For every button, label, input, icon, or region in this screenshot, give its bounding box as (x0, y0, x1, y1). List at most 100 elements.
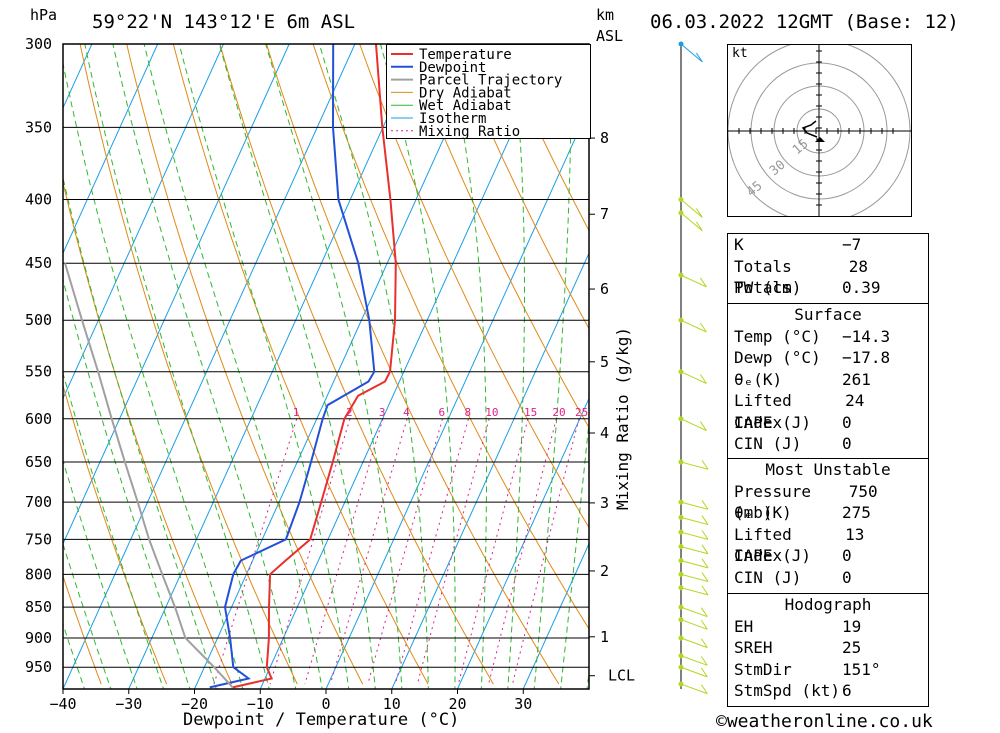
wind-barb (680, 515, 709, 526)
wet-adiabat-line (63, 61, 244, 689)
wind-barb (680, 655, 708, 666)
isotherm-line (63, 44, 224, 400)
pressure-tick-label: 900 (25, 629, 52, 647)
sfc-li-label: Lifted Index (734, 391, 792, 432)
wet-adiabat-line (84, 44, 270, 689)
wind-barb (680, 199, 703, 218)
pressure-tick-label: 750 (25, 530, 52, 548)
wet-adiabat-line (63, 371, 165, 689)
wind-barb (680, 212, 703, 232)
sfc-dewp-label: Dewp (°C) (734, 348, 821, 367)
sfc-li-value: 24 (845, 391, 865, 410)
pressure-tick-label: 950 (25, 658, 52, 676)
mu-pressure-value: 750 (848, 481, 878, 501)
wet-adiabat-line (218, 44, 376, 689)
mu-cin-value: 0 (842, 567, 852, 587)
isotherm-line (259, 44, 553, 689)
x-tick-label: 20 (448, 695, 466, 713)
dry-adiabat-line (405, 44, 589, 429)
legend-label: Dry Adiabat (419, 85, 512, 101)
mu-theta-label: θₑ (K) (734, 503, 792, 522)
sfc-temp-value: −14.3 (842, 326, 891, 346)
km-label: km (596, 6, 615, 24)
dry-adiabat-line (312, 44, 589, 630)
dry-adiabat-line (63, 180, 233, 685)
dry-adiabat-line (79, 44, 298, 685)
isotherm-line (63, 44, 356, 689)
legend-label: Dewpoint (419, 60, 486, 76)
mixing-ratio-line (512, 418, 580, 685)
legend-label: Mixing Ratio (419, 124, 520, 138)
wind-barb (680, 619, 708, 630)
wind-barb (680, 500, 709, 510)
mu-cin-label: CIN (J) (734, 567, 802, 587)
wind-barb (680, 572, 709, 583)
dry-adiabat-line (266, 44, 560, 685)
wet-adiabat-line (63, 622, 86, 689)
hodograph-unit: kt (732, 46, 748, 61)
dry-adiabat-line (172, 44, 429, 685)
wet-adiabat-line (586, 669, 589, 689)
stmdir-value: 151° (842, 659, 881, 679)
km-tick-label: 1 (600, 628, 609, 646)
wet-adiabat-line (112, 44, 297, 689)
index-table: K −7 Totals Totals 28 PW (cm) 0.39 (727, 233, 929, 305)
mixing-ratio-label: 8 (465, 406, 472, 419)
wind-barb (680, 459, 709, 470)
isotherm-line (391, 251, 589, 689)
hodograph-table: Hodograph EH 19 SREH 25 StmDir 151° StmSpd … (727, 593, 929, 707)
wet-adiabat-line (0, 0, 59, 692)
mu-cape-value: 0 (842, 546, 852, 565)
mixing-ratio-label: 20 (552, 406, 565, 419)
wind-barb (680, 637, 708, 649)
wet-adiabat-line (379, 44, 456, 689)
dry-adiabat-line (452, 44, 589, 330)
copyright-link[interactable]: ©weatheronline.co.uk (716, 711, 933, 732)
x-tick-label: 10 (383, 695, 401, 713)
mu-cape-label: CAPE (J) (734, 546, 812, 565)
pressure-tick-label: 550 (25, 363, 52, 381)
km-tick-label: 8 (600, 129, 609, 147)
pw-label: PW (cm) (734, 278, 802, 297)
mixing-ratio-line (269, 418, 351, 685)
wind-barb (680, 274, 707, 288)
hodograph-ring-label: 45 (744, 179, 766, 201)
wind-barb (680, 585, 709, 596)
asl-label: ASL (596, 27, 624, 45)
wet-adiabat-line (63, 175, 217, 689)
tt-label: Totals Totals (734, 256, 792, 298)
mixing-ratio-line (367, 418, 443, 685)
dry-adiabat-line (63, 383, 168, 685)
hodo-title: Hodograph (784, 595, 872, 614)
series-dewpoint (209, 44, 376, 689)
hodograph-ring-label: 15 (790, 137, 812, 159)
mixing-ratio-label: 25 (575, 406, 588, 419)
stmspd-label: StmSpd (kt) (734, 681, 840, 700)
x-axis-title: Dewpoint / Temperature (°C) (183, 710, 460, 730)
sfc-theta-value: 261 (842, 369, 871, 389)
stmspd-value: 6 (842, 681, 852, 700)
pw-row: PW (cm) 0.39 (728, 277, 928, 299)
sfc-temp-label: Temp (°C) (734, 326, 821, 346)
dry-adiabat-line (63, 574, 102, 685)
dry-adiabat-line (359, 44, 589, 529)
dry-adiabat-line (498, 44, 589, 232)
mu-pressure-label: Pressure (mb) (734, 481, 812, 523)
dry-adiabat-line (919, 44, 1000, 684)
surface-table: Surface Temp (°C) −14.3 Dewp (°C) −17.8 θₑ… (727, 303, 929, 460)
lcl-label: LCL (608, 667, 635, 685)
x-tick-label: 30 (514, 695, 532, 713)
pressure-tick-label: 850 (25, 598, 52, 616)
wind-barb (680, 319, 707, 333)
legend-label: Temperature (419, 47, 512, 63)
hpa-label: hPa (30, 6, 58, 24)
x-tick-label: −40 (49, 695, 76, 713)
x-tick-label: −20 (181, 695, 208, 713)
isotherm-line (63, 44, 290, 545)
legend-label: Parcel Trajectory (419, 73, 562, 89)
pressure-tick-label: 650 (25, 453, 52, 471)
pressure-tick-label: 500 (25, 311, 52, 329)
pressure-tick-label: 450 (25, 254, 52, 272)
x-tick-label: −10 (247, 695, 274, 713)
wind-barb (680, 544, 709, 555)
